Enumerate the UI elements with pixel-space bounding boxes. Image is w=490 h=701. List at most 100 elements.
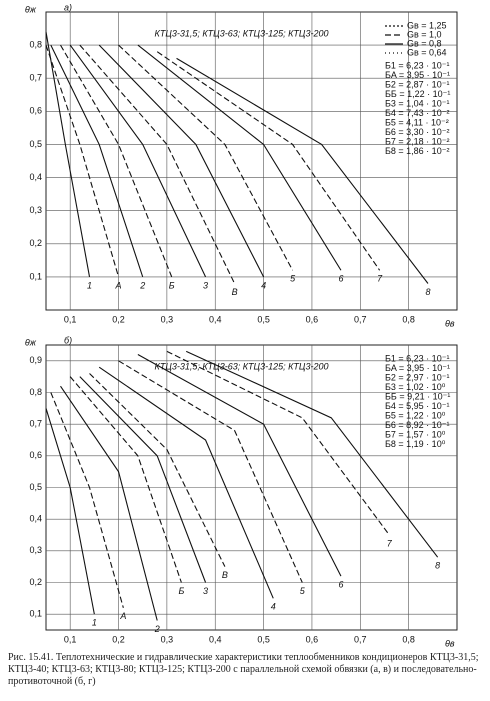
x-tick-label: 0,3 — [161, 314, 174, 324]
curve-label: 5 — [300, 586, 306, 596]
y-axis-label: θж — [25, 4, 37, 14]
legend-label: Б3 = 1,04 · 10⁻¹ — [385, 98, 449, 108]
legend-label: Б2 = 2,87 · 10⁻¹ — [385, 79, 449, 89]
legend-label: Gв = 1,0 — [407, 29, 442, 39]
curve-label: 4 — [271, 602, 276, 612]
curve — [50, 392, 124, 608]
x-tick-label: 0,2 — [112, 634, 125, 644]
curve — [118, 360, 303, 583]
y-tick-label: 0,8 — [29, 39, 42, 49]
x-tick-label: 0,6 — [306, 634, 319, 644]
legend-label: Б7 = 1,57 · 10⁰ — [385, 429, 446, 439]
curve-label: 8 — [425, 287, 430, 297]
x-tick-label: 0,2 — [112, 314, 125, 324]
charts: 0,1 0,2 0,3 0,4 0,5 0,6 0,7 0,8 0,1 0,2 0,3 0,4 0,5 0… — [25, 2, 458, 648]
x-tick-label: 0,1 — [64, 314, 77, 324]
y-tick-label: 0,1 — [29, 271, 42, 281]
curve-label: 8 — [435, 561, 440, 571]
y-tick-label: 0,2 — [29, 238, 42, 248]
curve-label: 6 — [338, 580, 343, 590]
x-tick-label: 0,4 — [209, 314, 222, 324]
y-tick-label: 0,8 — [29, 387, 42, 397]
chart-title: КТЦ3-31,5; КТЦ3-63; КТЦ3-125; КТЦ3-200 — [155, 28, 329, 38]
legend-label: Б4 = 7,43 · 10⁻² — [385, 108, 449, 118]
y-tick-label: 0,4 — [29, 172, 42, 182]
panel-label: а) — [64, 2, 72, 12]
y-tick-label: 0,6 — [29, 106, 42, 116]
curve-label: Б — [169, 280, 175, 290]
x-tick-label: 0,5 — [257, 634, 270, 644]
y-tick-label: 0,7 — [29, 73, 42, 83]
y-tick-label: 0,5 — [29, 139, 42, 149]
curve-label: 7 — [387, 538, 393, 548]
curve-label: A — [119, 611, 126, 621]
y-tick-label: 0,5 — [29, 482, 42, 492]
legend-label: Б2 = 2,97 · 10⁻¹ — [385, 372, 449, 382]
legend-label: Б8 = 1,19 · 10⁰ — [385, 439, 446, 449]
curve-label: A — [115, 280, 122, 290]
x-tick-label: 0,8 — [402, 314, 415, 324]
y-axis-label: θж — [25, 337, 37, 347]
curve-label: В — [232, 287, 238, 297]
panel-label: б) — [64, 335, 72, 345]
x-tick-label: 0,1 — [64, 634, 77, 644]
curve-label: 5 — [290, 274, 296, 284]
curve-label: 1 — [92, 618, 97, 628]
curve — [98, 44, 265, 278]
y-tick-label: 0,3 — [29, 205, 42, 215]
curve — [60, 44, 173, 278]
legend-label: Gв = 0,64 — [407, 47, 447, 57]
curve-label: 2 — [139, 280, 145, 290]
legend-label: Б1 = 6,23 · 10⁻¹ — [385, 353, 449, 363]
curve — [137, 354, 342, 577]
curve — [45, 31, 91, 277]
curve — [98, 366, 274, 599]
curve-label: 6 — [338, 274, 343, 284]
legend-label: Б5 = 1,22 · 10⁰ — [385, 410, 446, 420]
curve — [118, 44, 294, 271]
y-tick-label: 0,3 — [29, 545, 42, 555]
legend-label: БA = 3,95 · 10⁻¹ — [385, 363, 450, 373]
curve-label: 3 — [203, 280, 208, 290]
legend-label: Б5 = 4,11 · 10⁻² — [385, 117, 449, 127]
legend-label: Б1 = 6,23 · 10⁻¹ — [385, 60, 449, 70]
y-tick-label: 0,6 — [29, 450, 42, 460]
y-tick-label: 0,7 — [29, 419, 42, 429]
legend-label: Б7 = 2,18 · 10⁻² — [385, 136, 449, 146]
legend-label: Б8 = 1,86 · 10⁻² — [385, 146, 449, 156]
curve — [79, 44, 236, 284]
legend-label: Gв = 1,25 — [407, 20, 447, 30]
curve-label: Б — [178, 586, 184, 596]
x-tick-label: 0,6 — [306, 314, 319, 324]
legend-label: Б3 = 1,02 · 10⁰ — [385, 382, 446, 392]
x-tick-label: 0,5 — [257, 314, 270, 324]
x-axis-label: θв — [445, 318, 455, 328]
legend-label: ББ = 1,22 · 10⁻¹ — [385, 89, 450, 99]
curve — [166, 350, 390, 536]
legend-label: ББ = 9,21 · 10⁻¹ — [385, 391, 450, 401]
curve — [137, 44, 342, 271]
x-tick-label: 0,8 — [402, 634, 415, 644]
curve — [156, 51, 381, 271]
curve-label: 3 — [203, 586, 208, 596]
curve — [50, 44, 144, 278]
x-tick-label: 0,7 — [354, 634, 367, 644]
curve — [185, 350, 439, 558]
legend-label: Gв = 0,8 — [407, 38, 442, 48]
curve-label: 1 — [87, 280, 92, 290]
curve — [176, 57, 429, 284]
legend-label: БA = 3,95 · 10⁻¹ — [385, 70, 450, 80]
y-tick-label: 0,4 — [29, 514, 42, 524]
curve-label: 7 — [377, 274, 383, 284]
curve-label: 4 — [261, 280, 266, 290]
y-tick-label: 0,2 — [29, 577, 42, 587]
curve — [69, 44, 207, 278]
x-tick-label: 0,4 — [209, 634, 222, 644]
curve-label: В — [222, 570, 228, 580]
curve — [45, 44, 120, 278]
curve — [60, 385, 158, 621]
legend-label: Б6 = 8,92 · 10⁻¹ — [385, 420, 449, 430]
curve — [69, 376, 182, 583]
y-tick-label: 0,9 — [29, 355, 42, 365]
